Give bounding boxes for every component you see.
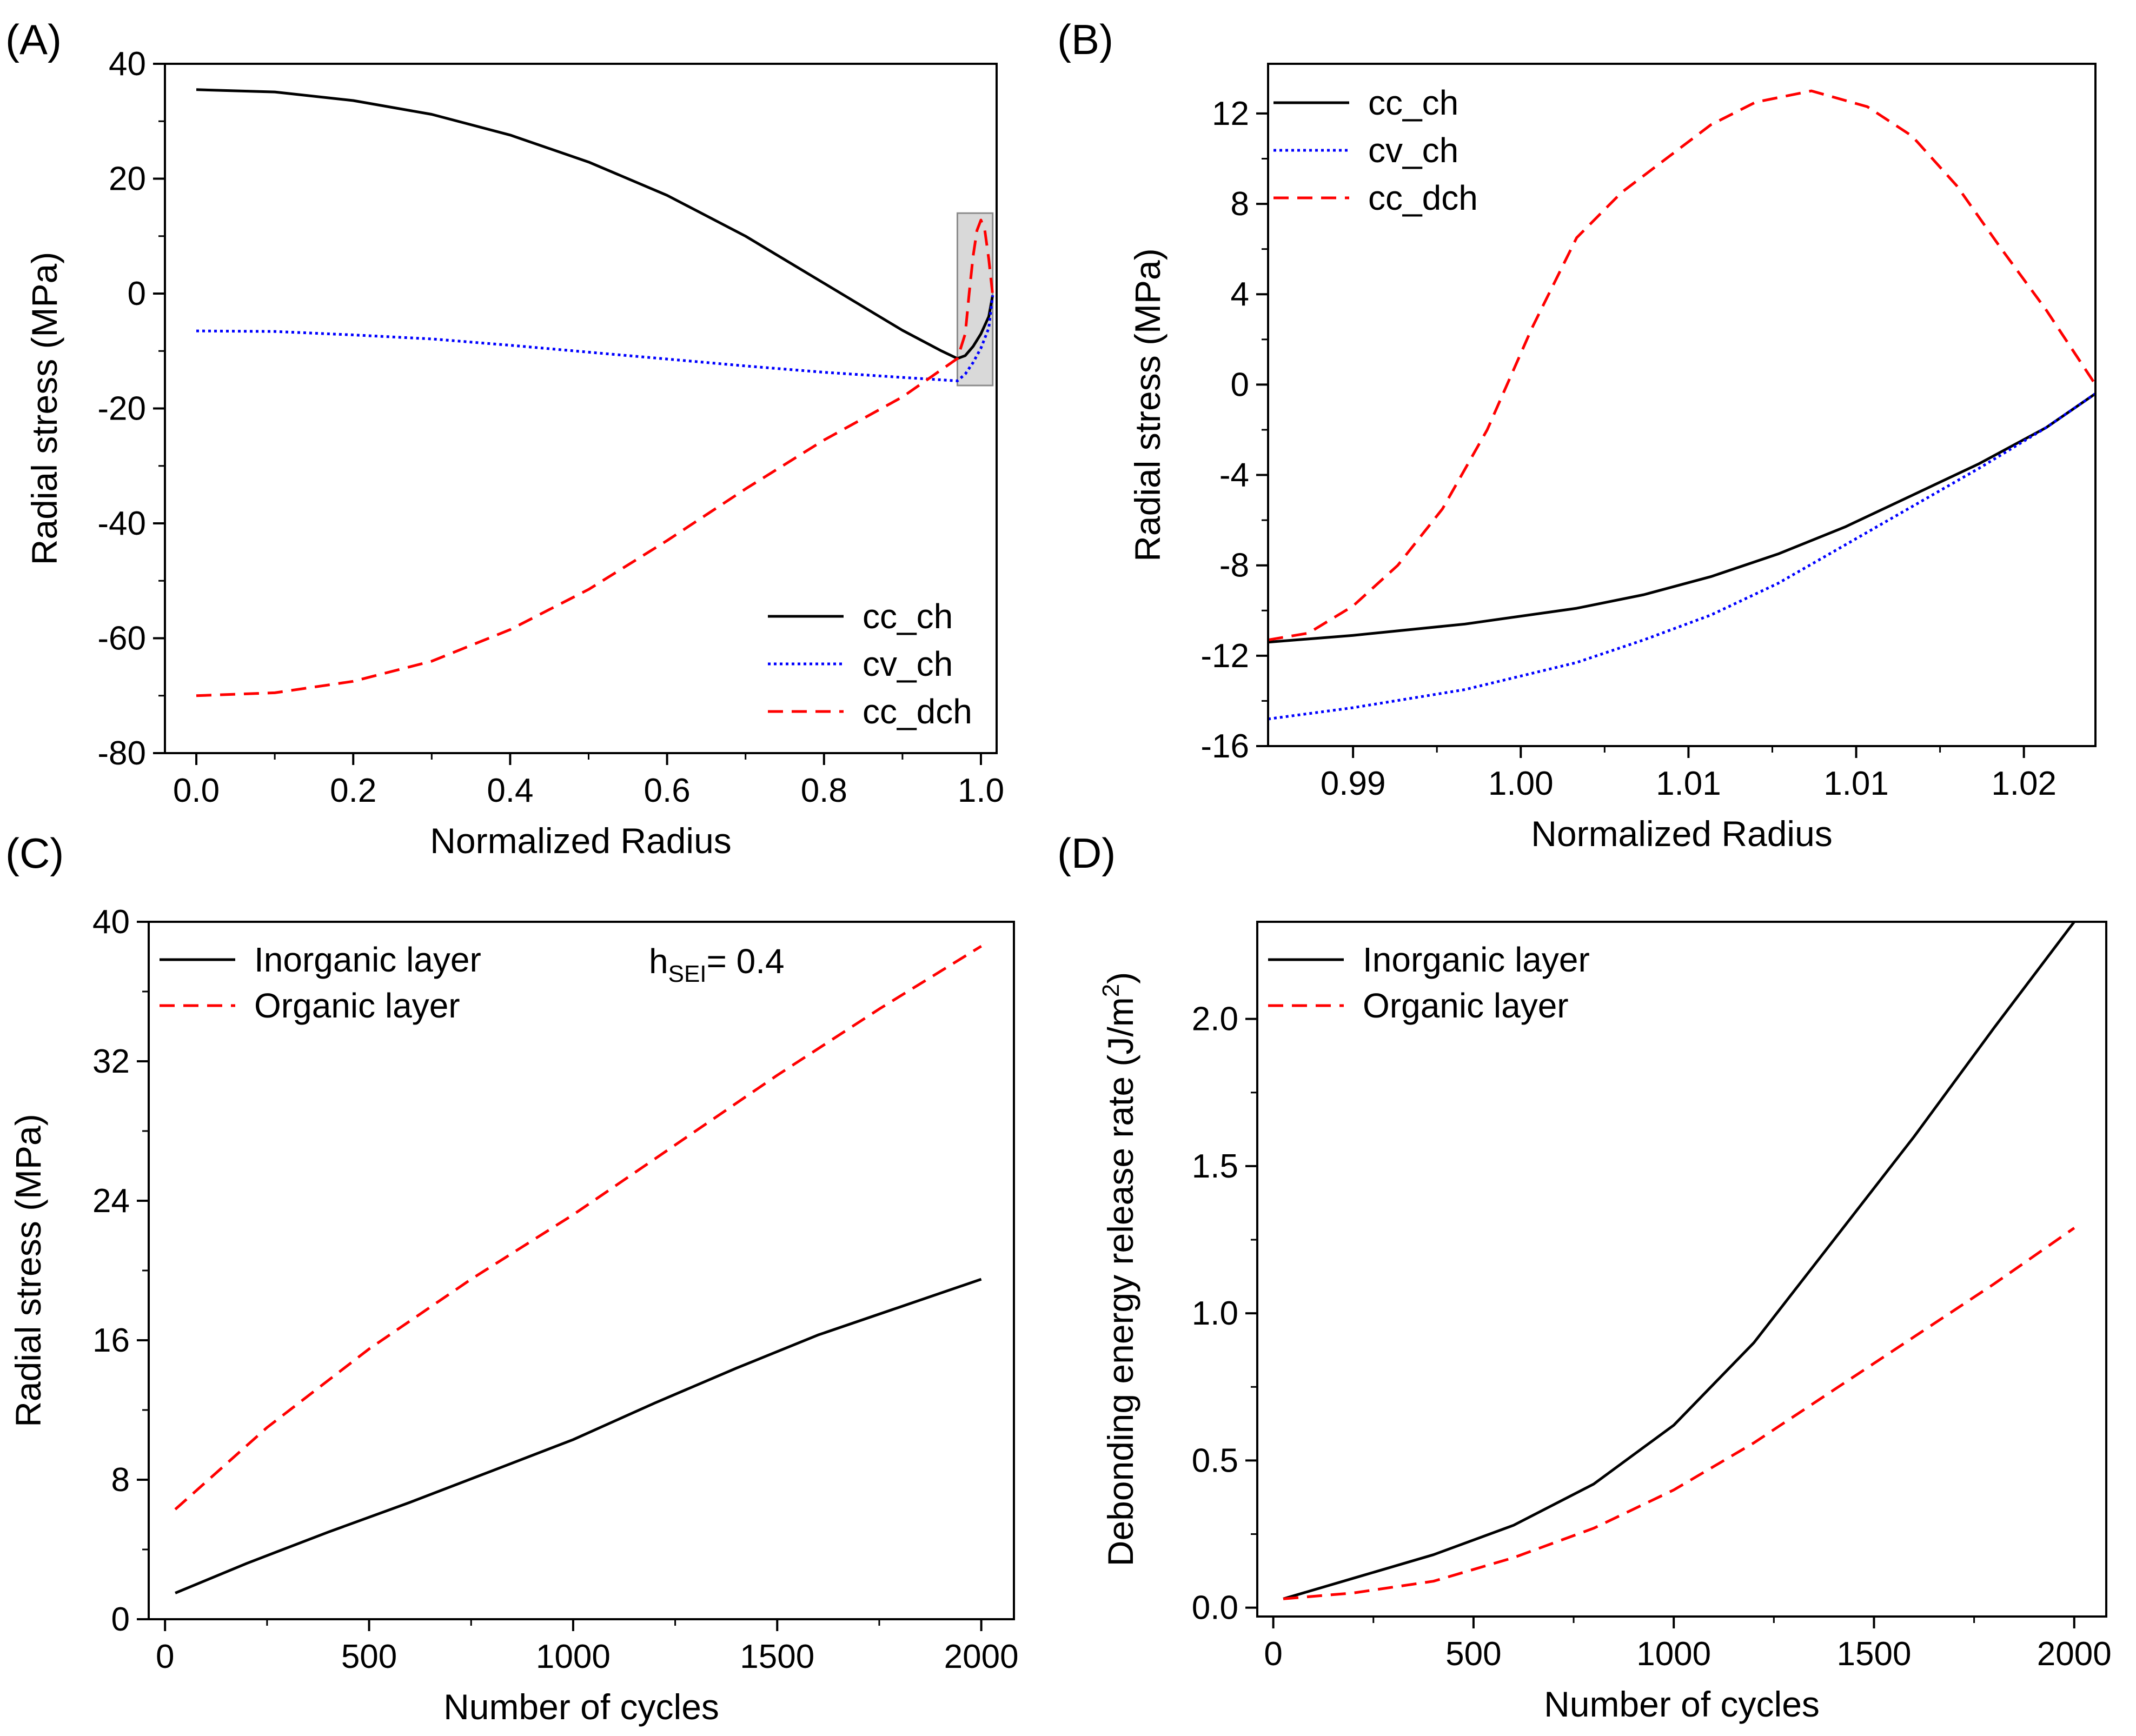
legend-label: cv_ch	[1368, 131, 1458, 170]
x-tick-label: 1.01	[1823, 765, 1889, 802]
panel-a: (A) 0.0 0.2 0.4 0.6 0.8 1.0 -80 -60 -40 -20 0 20 40 No…	[5, 16, 1004, 861]
x-tick-label: 0.0	[173, 772, 220, 809]
y-axis-label: Radial stress (MPa)	[8, 1114, 48, 1427]
y-tick-label: 0	[111, 1601, 130, 1638]
legend: Inorganic layer Organic layer	[160, 940, 481, 1025]
y-tick-label: -4	[1219, 457, 1249, 494]
y-tick-label: -80	[97, 735, 146, 772]
x-tick-label: 0.6	[644, 772, 691, 809]
legend-label: cv_ch	[863, 644, 953, 683]
y-tick-label: 4	[1231, 276, 1249, 313]
series-line-organic-layer	[175, 946, 981, 1509]
y-tick-label: -12	[1200, 637, 1249, 675]
series-line-inorganic-layer	[175, 1279, 981, 1593]
series-line-cv-ch	[196, 295, 993, 381]
x-axis-label: Number of cycles	[443, 1687, 719, 1727]
annotation-subscript: SEI	[668, 961, 707, 987]
panel-b: (B) 0.99 1.00 1.01 1.01 1.02 -16 -12 -8 -4 0 4 8 12 No…	[1057, 16, 2095, 854]
series-line-cc-ch	[196, 90, 993, 358]
figure: (A)0.0 0.2 0.4 0.6 0.8 1.0-80-60-40-2002040No…	[0, 0, 2136, 1736]
legend-label: Organic layer	[254, 986, 460, 1025]
y-axis-label-tail: )	[1100, 972, 1140, 984]
x-tick-label: 500	[341, 1638, 397, 1675]
h-sei-annotation: hSEI= 0.4	[649, 942, 785, 987]
y-tick-label: 8	[1231, 185, 1249, 223]
y-tick-label: -40	[97, 505, 146, 542]
legend-label: cc_dch	[1368, 178, 1478, 217]
x-tick-label: 1500	[740, 1638, 814, 1675]
x-tick-label: 500	[1445, 1635, 1501, 1673]
series-line-cc-ch	[1268, 394, 2095, 642]
x-tick-label: 1000	[1636, 1635, 1711, 1673]
y-tick-label: 40	[109, 45, 146, 83]
y-tick-label: 1.0	[1192, 1295, 1238, 1332]
y-tick-label: 40	[92, 903, 130, 941]
y-axis-label-main: Debonding energy release rate (J/m	[1100, 997, 1140, 1566]
y-tick-label: 20	[109, 161, 146, 198]
annotation-main: h	[649, 942, 668, 981]
y-tick-label: 0.5	[1192, 1442, 1238, 1479]
y-tick-label: -20	[97, 390, 146, 428]
legend-label: Organic layer	[1363, 986, 1569, 1025]
series-line-cv-ch	[1268, 394, 2095, 719]
y-axis-label: Radial stress (MPa)	[1127, 248, 1167, 561]
legend: cc_ch cv_ch cc_dch	[1273, 83, 1478, 217]
plot-frame	[149, 922, 1014, 1619]
x-axis-label: Normalized Radius	[430, 821, 732, 861]
series-line-cc-dch	[1268, 91, 2095, 640]
x-tick-label: 0	[156, 1638, 174, 1675]
x-tick-label: 0.2	[330, 772, 376, 809]
y-tick-label: 0.0	[1192, 1589, 1238, 1627]
x-tick-label: 1.02	[1991, 765, 2057, 802]
x-axis-label: Normalized Radius	[1531, 814, 1833, 854]
y-tick-label: -60	[97, 620, 146, 657]
y-tick-label: 2.0	[1192, 1001, 1238, 1038]
y-tick-label: 16	[92, 1322, 130, 1359]
y-tick-label: 8	[111, 1461, 130, 1499]
x-tick-label: 1.0	[958, 772, 1004, 809]
legend: Inorganic layer Organic layer	[1268, 940, 1590, 1025]
panel-c: (C) 0 500 1000 1500 2000 0 8 16 24 32 40 Number of c…	[5, 829, 1019, 1727]
x-tick-label: 2000	[2037, 1635, 2112, 1673]
y-tick-label: 24	[92, 1182, 130, 1220]
series-line-organic-layer	[1283, 1228, 2074, 1599]
panel-d: (D) 0 500 1000 1500 2000 0.0 0.5 1.0 1.5 2.0 Number…	[1057, 829, 2112, 1724]
x-tick-label: 0.8	[801, 772, 847, 809]
y-tick-label: 32	[92, 1043, 130, 1080]
panel-label: (D)	[1057, 829, 1116, 877]
legend-label: cc_ch	[863, 597, 953, 636]
y-axis-label: Radial stress (MPa)	[24, 252, 64, 565]
y-tick-label: 1.5	[1192, 1148, 1238, 1185]
x-tick-label: 1.01	[1656, 765, 1721, 802]
x-tick-label: 1000	[536, 1638, 611, 1675]
x-tick-label: 0.4	[487, 772, 533, 809]
panel-label: (C)	[5, 829, 64, 877]
x-tick-label: 0	[1264, 1635, 1282, 1673]
y-tick-label: -16	[1200, 728, 1249, 765]
x-tick-label: 0.99	[1321, 765, 1386, 802]
y-tick-label: -8	[1219, 547, 1249, 584]
y-axis-label: Debonding energy release rate (J/m2)	[1098, 972, 1140, 1566]
x-tick-label: 1.00	[1488, 765, 1554, 802]
legend-label: Inorganic layer	[1363, 940, 1590, 979]
panel-label: (A)	[5, 16, 62, 63]
panel-label: (B)	[1057, 16, 1113, 63]
y-axis-label-sup: 2	[1098, 984, 1124, 997]
x-tick-label: 1500	[1837, 1635, 1912, 1673]
x-axis-label: Number of cycles	[1544, 1684, 1820, 1724]
y-tick-label: 12	[1212, 95, 1249, 132]
legend-label: Inorganic layer	[254, 940, 481, 979]
y-tick-label: 0	[1231, 366, 1249, 403]
y-tick-label: 0	[128, 275, 146, 312]
plot-frame	[1257, 922, 2106, 1617]
legend-label: cc_dch	[863, 692, 972, 731]
zoom-highlight-box	[957, 213, 992, 385]
annotation-value: = 0.4	[707, 942, 785, 981]
x-tick-label: 2000	[944, 1638, 1019, 1675]
legend-label: cc_ch	[1368, 83, 1458, 122]
legend: cc_ch cv_ch cc_dch	[768, 597, 972, 731]
